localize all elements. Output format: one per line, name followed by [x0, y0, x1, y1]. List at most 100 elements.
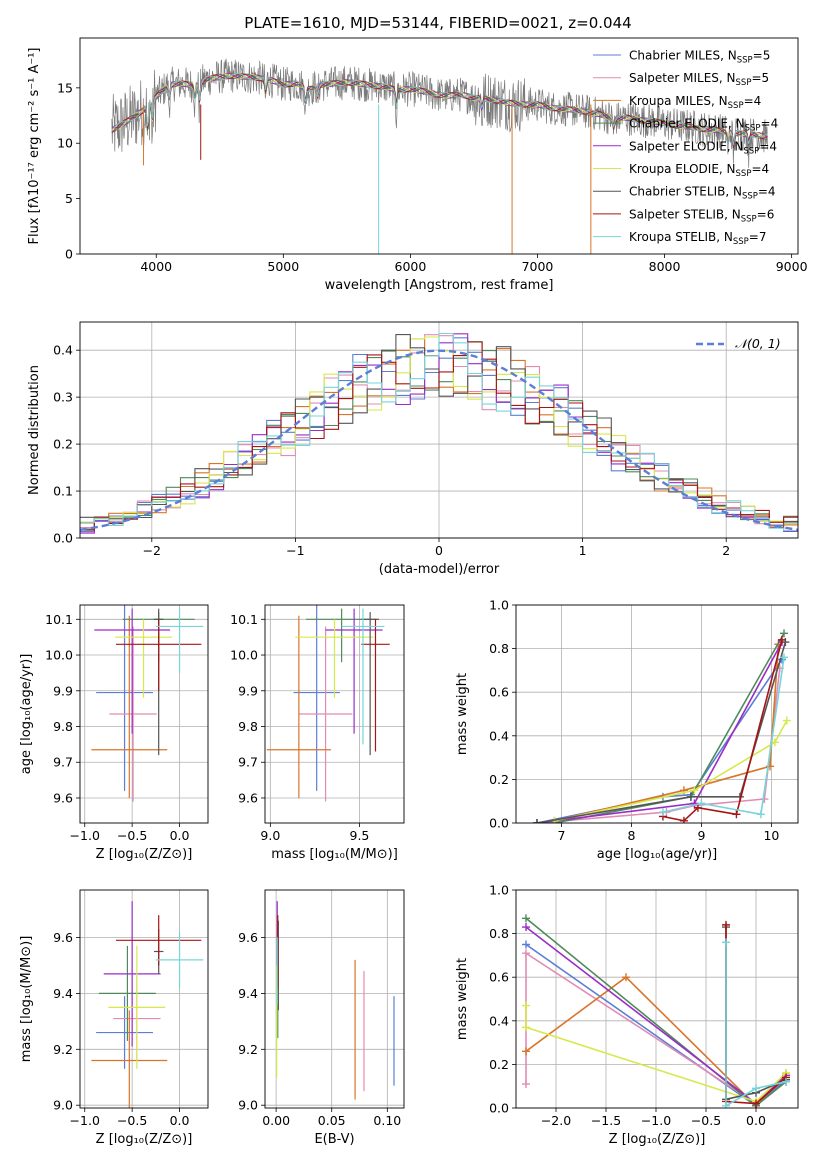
y-axis-label: mass weight: [455, 673, 470, 755]
data-spectrum-line: [111, 58, 768, 168]
x-tick-label: 7000: [522, 259, 554, 274]
y-tick-label: 0.4: [53, 343, 73, 358]
y-tick-label: 9.6: [53, 790, 73, 805]
mass-weight-line: [536, 641, 787, 823]
age-vs-mass-panel: 9.0 9.5 9.6 9.7 9.8 9.9 10.0 10.1 mass [log₁₀(M/…: [230, 604, 405, 862]
axes-frame: [515, 604, 799, 824]
legend-count: =7: [749, 230, 767, 244]
mass-weight-marker: [522, 1047, 530, 1056]
x-axis-label: wavelength [Angstrom, rest frame]: [325, 278, 554, 293]
x-tick-label: −1.5: [591, 1113, 621, 1128]
mass-weight-marker: [756, 810, 765, 819]
y-axis-label: mass [log₁₀(M/M⊙)]: [19, 936, 34, 1063]
mass-weight-marker: [522, 1023, 530, 1032]
x-tick-label: 8: [627, 828, 635, 843]
x-tick-label: 7: [558, 828, 566, 843]
mass-weight-marker: [693, 803, 702, 812]
mass-weight-line: [725, 942, 787, 1108]
y-tick-label: 10: [57, 136, 73, 151]
y-tick-label: 15: [57, 80, 73, 95]
mass-weight-marker: [686, 792, 695, 801]
x-axis-label: E(B-V): [314, 1132, 354, 1147]
y-tick-label: 0.2: [489, 772, 509, 787]
x-axis-label: mass [log₁₀(M/M⊙)]: [271, 847, 398, 862]
gridlines: [516, 604, 798, 824]
x-axis-label: Z [log₁₀(Z/Z⊙)]: [96, 1132, 193, 1147]
y-tick-label: 0.1: [53, 484, 73, 499]
gridlines: [516, 889, 798, 1109]
mass-weight-marker: [690, 786, 699, 795]
x-axis-label: Z [log₁₀(Z/Z⊙)]: [609, 1132, 706, 1147]
mass-weight-line: [662, 657, 785, 816]
mass-vs-metallicity-plot-area: [91, 901, 204, 1108]
spectrum-panel: 4000 5000 6000 7000 8000 9000 0 5 10 15 wavelength…: [27, 37, 808, 293]
y-tick-label: 0.4: [489, 728, 509, 743]
legend-count: =4: [744, 94, 762, 108]
mass-weight-vs-age-plot-area: [532, 629, 791, 823]
x-tick-label: −1: [286, 543, 304, 558]
y-tick-label: 10.0: [45, 648, 73, 663]
x-tick-label: −0.5: [117, 1113, 147, 1128]
mass-weight-marker: [522, 940, 530, 949]
legend-subscript: SSP: [743, 146, 759, 156]
ticks: 7 8 9 10 0.0 0.2 0.4 0.6 0.8 1.0: [489, 598, 779, 844]
x-tick-label: 0.0: [170, 1113, 190, 1128]
y-tick-label: 0.2: [53, 437, 73, 452]
axes-frame: [79, 321, 799, 539]
mass-weight-marker: [760, 795, 769, 804]
x-tick-label: 5000: [267, 259, 299, 274]
legend-label: Salpeter STELIB, NSSP=6: [629, 207, 774, 224]
ticks: 9.0 9.5 9.6 9.7 9.8 9.9 10.0 10.1: [230, 612, 369, 843]
x-tick-label: 8000: [649, 259, 681, 274]
mass-weight-marker: [780, 629, 789, 638]
x-tick-label: 0.00: [262, 1113, 290, 1128]
y-tick-label: 9.2: [238, 1042, 258, 1057]
mass-weight-marker: [690, 799, 699, 808]
mass-weight-marker: [532, 819, 541, 823]
age-vs-mass-plot-area: [266, 605, 390, 802]
y-tick-label: 0.0: [489, 816, 509, 831]
mass-weight-marker: [780, 653, 789, 662]
legend-label: 𝒩(0, 1): [735, 336, 781, 351]
gridlines: [265, 890, 404, 1108]
y-tick-label: 9.0: [53, 1098, 73, 1113]
mass-vs-metallicity-panel: −1.0 −0.5 0.0 9.0 9.2 9.4 9.6 Z [log₁₀(Z/Z⊙)] ma…: [19, 889, 209, 1147]
age-vs-metallicity-panel: −1.0 −0.5 0.0 9.6 9.7 9.8 9.9 10.0 10.1 Z [log₁₀(…: [19, 604, 209, 862]
legend-label: Chabrier MILES, NSSP=5: [629, 49, 770, 66]
mass-weight-marker: [522, 949, 530, 958]
x-tick-label: 10: [763, 828, 779, 843]
mass-weight-line: [554, 720, 788, 822]
y-tick-label: 10.1: [45, 612, 73, 627]
model-spectrum-line: [111, 73, 768, 148]
mass-weight-line: [525, 1005, 787, 1103]
mass-weight-marker: [722, 1101, 730, 1108]
y-tick-label: 0: [65, 247, 73, 262]
mass-weight-marker: [522, 1001, 530, 1010]
x-tick-label: −0.5: [117, 828, 147, 843]
mass-weight-marker: [732, 810, 741, 819]
y-axis-label: mass weight: [455, 958, 470, 1040]
legend-subscript: SSP: [742, 192, 758, 202]
y-tick-label: 9.4: [53, 986, 73, 1001]
y-tick-label: 9.2: [53, 1042, 73, 1057]
y-tick-label: 0.3: [53, 390, 73, 405]
residual-histogram-plot-area: [80, 332, 798, 534]
x-tick-label: −1.0: [641, 1113, 671, 1128]
y-tick-label: 0.6: [489, 685, 509, 700]
legend-label: Kroupa STELIB, NSSP=7: [629, 230, 767, 247]
ticks: −2 −1 0 1 2 0.0 0.1 0.2 0.3 0.4: [53, 343, 730, 558]
legend-count: =4: [761, 117, 779, 131]
axes-frame: [515, 889, 799, 1109]
mass-weight-vs-metallicity-plot-area: [522, 914, 790, 1108]
y-tick-label: 0.0: [53, 531, 73, 546]
ticks: 0.00 0.05 0.10 9.0 9.2 9.4 9.6: [238, 930, 401, 1128]
y-tick-label: 5: [65, 191, 73, 206]
x-tick-label: −2.0: [541, 1113, 571, 1128]
x-tick-label: −1.0: [70, 1113, 100, 1128]
x-tick-label: 6000: [395, 259, 427, 274]
x-tick-label: 0: [435, 543, 443, 558]
y-axis-label: age [log₁₀(age/yr)]: [19, 654, 34, 775]
y-tick-label: 9.8: [53, 719, 73, 734]
legend-label: Salpeter MILES, NSSP=5: [629, 71, 769, 88]
mass-weight-marker: [522, 923, 530, 932]
